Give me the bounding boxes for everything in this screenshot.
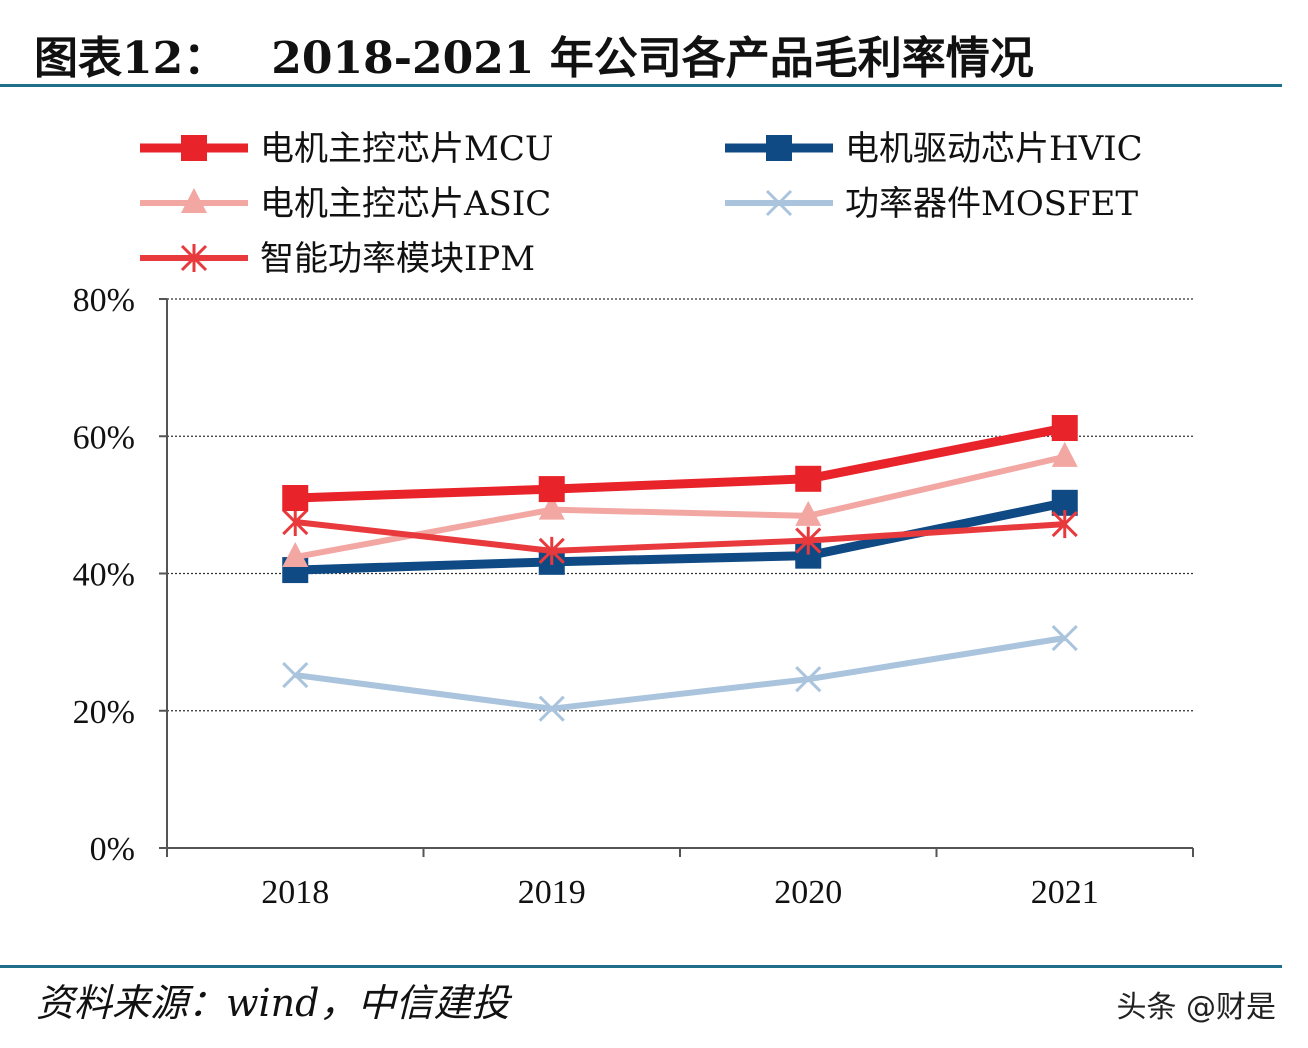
data-point xyxy=(795,465,822,492)
legend-label: 电机主控芯片MCU xyxy=(260,129,553,169)
y-tick-label: 0% xyxy=(90,831,135,868)
y-tick-label: 40% xyxy=(73,557,135,594)
legend-marker xyxy=(181,135,207,161)
data-point xyxy=(795,526,822,555)
data-point xyxy=(282,662,309,689)
x-tick-label: 2018 xyxy=(261,874,329,911)
x-tick-label: 2020 xyxy=(774,874,842,911)
figure-title-text: 2018-2021 年公司各产品毛利率情况 xyxy=(271,33,1034,84)
data-point xyxy=(1051,624,1078,652)
data-point xyxy=(1051,415,1078,442)
x-tick-label: 2021 xyxy=(1031,874,1099,911)
series-line xyxy=(294,635,1066,712)
data-point xyxy=(538,536,565,565)
data-point xyxy=(795,666,822,693)
series-line xyxy=(294,453,1066,560)
legend-marker xyxy=(180,244,208,272)
figure-label: 图表12： xyxy=(34,33,228,84)
legend-label: 电机主控芯片ASIC xyxy=(260,184,551,224)
title-divider xyxy=(0,84,1282,87)
legend-label: 电机驱动芯片HVIC xyxy=(845,129,1143,169)
legend-marker xyxy=(181,188,207,213)
data-point xyxy=(538,494,565,520)
data-point xyxy=(795,500,822,526)
data-point xyxy=(282,508,309,537)
series-line xyxy=(294,519,1065,554)
legend-label: 功率器件MOSFET xyxy=(845,184,1138,224)
data-point xyxy=(282,542,309,568)
data-point xyxy=(1051,441,1078,467)
watermark: 头条 @财是 xyxy=(1116,990,1276,1025)
figure-title: 图表12： 2018-2021 年公司各产品毛利率情况 xyxy=(34,22,1034,86)
series-line xyxy=(295,423,1066,503)
legend-marker xyxy=(766,135,792,161)
y-tick-label: 60% xyxy=(73,419,135,456)
data-point xyxy=(538,695,565,722)
footer-divider xyxy=(0,965,1282,968)
source-note: 资料来源：wind，中信建投 xyxy=(36,981,510,1025)
data-point xyxy=(282,485,309,512)
series-line xyxy=(295,498,1066,575)
x-tick-label: 2019 xyxy=(518,874,586,911)
y-tick-label: 20% xyxy=(73,694,135,731)
data-point xyxy=(538,476,565,503)
legend-marker xyxy=(765,189,793,217)
data-point xyxy=(1051,510,1078,539)
y-tick-label: 80% xyxy=(73,282,135,319)
legend-label: 智能功率模块IPM xyxy=(260,239,535,279)
